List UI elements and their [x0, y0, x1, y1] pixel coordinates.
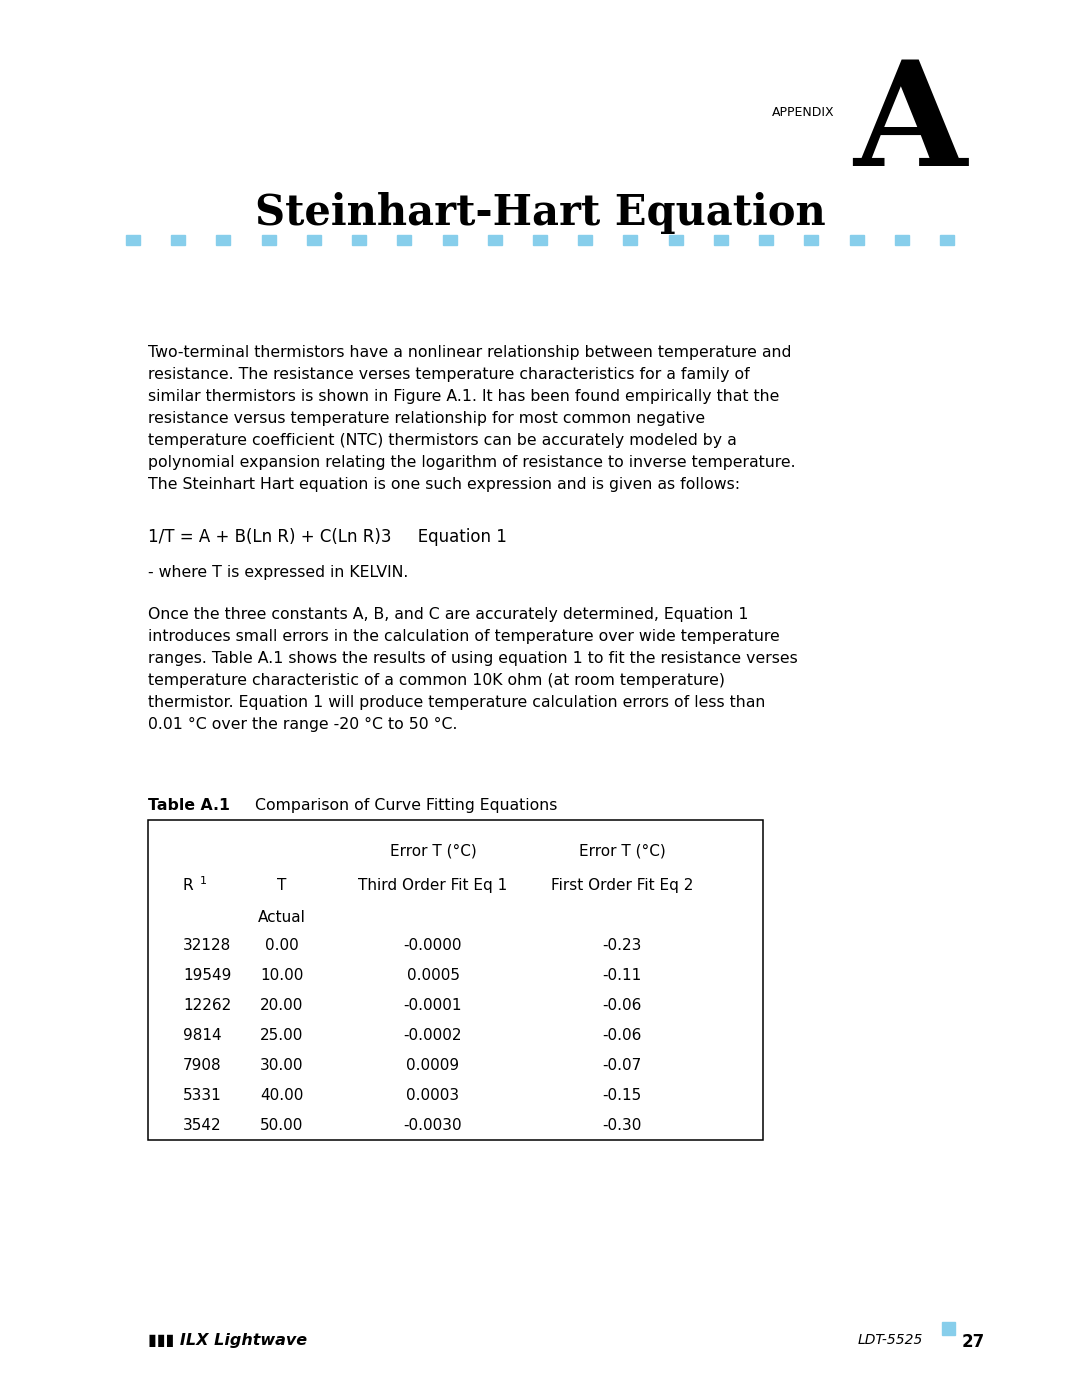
Text: -0.11: -0.11 [603, 968, 642, 983]
Bar [534, 235, 546, 244]
Bar [352, 235, 366, 244]
Text: 10.00: 10.00 [260, 968, 303, 983]
Text: -0.30: -0.30 [603, 1118, 642, 1133]
Bar [940, 235, 954, 244]
Bar [307, 235, 321, 244]
Text: 40.00: 40.00 [260, 1088, 303, 1104]
Text: 1: 1 [200, 876, 207, 886]
Text: R: R [183, 877, 193, 893]
Text: 0.0009: 0.0009 [406, 1058, 460, 1073]
Text: 12262: 12262 [183, 997, 231, 1013]
Text: Two-terminal thermistors have a nonlinear relationship between temperature and
r: Two-terminal thermistors have a nonlinea… [148, 345, 796, 492]
Text: Steinhart-Hart Equation: Steinhart-Hart Equation [255, 191, 825, 235]
Text: 9814: 9814 [183, 1028, 221, 1044]
Text: 0.00: 0.00 [265, 937, 299, 953]
Text: 20.00: 20.00 [260, 997, 303, 1013]
Text: LDT-5525: LDT-5525 [858, 1333, 923, 1347]
Text: - where T is expressed in KELVIN.: - where T is expressed in KELVIN. [148, 564, 408, 580]
Text: 19549: 19549 [183, 968, 231, 983]
Text: -0.06: -0.06 [603, 997, 642, 1013]
Bar [850, 235, 864, 244]
Text: Actual: Actual [258, 909, 306, 925]
Text: -0.06: -0.06 [603, 1028, 642, 1044]
Text: -0.15: -0.15 [603, 1088, 642, 1104]
Text: 50.00: 50.00 [260, 1118, 303, 1133]
Text: Error T (°C): Error T (°C) [390, 844, 476, 859]
Bar [894, 235, 908, 244]
Text: ▮▮▮ ILX Lightwave: ▮▮▮ ILX Lightwave [148, 1333, 307, 1348]
Text: 27: 27 [962, 1333, 985, 1351]
Text: Error T (°C): Error T (°C) [579, 844, 665, 859]
Text: APPENDIX: APPENDIX [772, 106, 835, 119]
Text: Comparison of Curve Fitting Equations: Comparison of Curve Fitting Equations [245, 798, 557, 813]
Text: -0.23: -0.23 [603, 937, 642, 953]
Text: -0.0001: -0.0001 [404, 997, 462, 1013]
Text: 5331: 5331 [183, 1088, 221, 1104]
Bar [148, 820, 762, 1140]
Text: Once the three constants A, B, and C are accurately determined, Equation 1
intro: Once the three constants A, B, and C are… [148, 608, 798, 732]
Text: -0.0030: -0.0030 [404, 1118, 462, 1133]
Bar [216, 235, 230, 244]
Bar [397, 235, 411, 244]
Text: -0.0002: -0.0002 [404, 1028, 462, 1044]
Bar [172, 235, 186, 244]
Bar [714, 235, 728, 244]
Bar [623, 235, 637, 244]
Text: 0.0005: 0.0005 [406, 968, 459, 983]
Text: 0.0003: 0.0003 [406, 1088, 460, 1104]
Bar [942, 1322, 955, 1336]
Bar [488, 235, 502, 244]
Text: 1/T = A + B(Ln R) + C(Ln R)3     Equation 1: 1/T = A + B(Ln R) + C(Ln R)3 Equation 1 [148, 528, 507, 546]
Text: Table A.1: Table A.1 [148, 798, 230, 813]
Text: A: A [853, 54, 967, 196]
Bar [759, 235, 773, 244]
Text: T: T [278, 877, 286, 893]
Bar [669, 235, 683, 244]
Text: 25.00: 25.00 [260, 1028, 303, 1044]
Bar [443, 235, 457, 244]
Text: -0.07: -0.07 [603, 1058, 642, 1073]
Text: 7908: 7908 [183, 1058, 221, 1073]
Text: First Order Fit Eq 2: First Order Fit Eq 2 [551, 877, 693, 893]
Text: 32128: 32128 [183, 937, 231, 953]
Bar [578, 235, 592, 244]
Text: 3542: 3542 [183, 1118, 221, 1133]
Text: Third Order Fit Eq 1: Third Order Fit Eq 1 [359, 877, 508, 893]
Bar [805, 235, 819, 244]
Bar [126, 235, 140, 244]
Text: 30.00: 30.00 [260, 1058, 303, 1073]
Bar [261, 235, 275, 244]
Text: -0.0000: -0.0000 [404, 937, 462, 953]
